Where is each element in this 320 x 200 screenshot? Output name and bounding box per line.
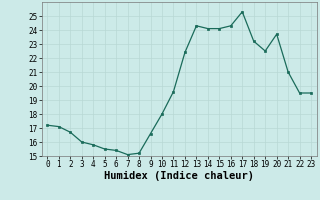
X-axis label: Humidex (Indice chaleur): Humidex (Indice chaleur) [104, 171, 254, 181]
